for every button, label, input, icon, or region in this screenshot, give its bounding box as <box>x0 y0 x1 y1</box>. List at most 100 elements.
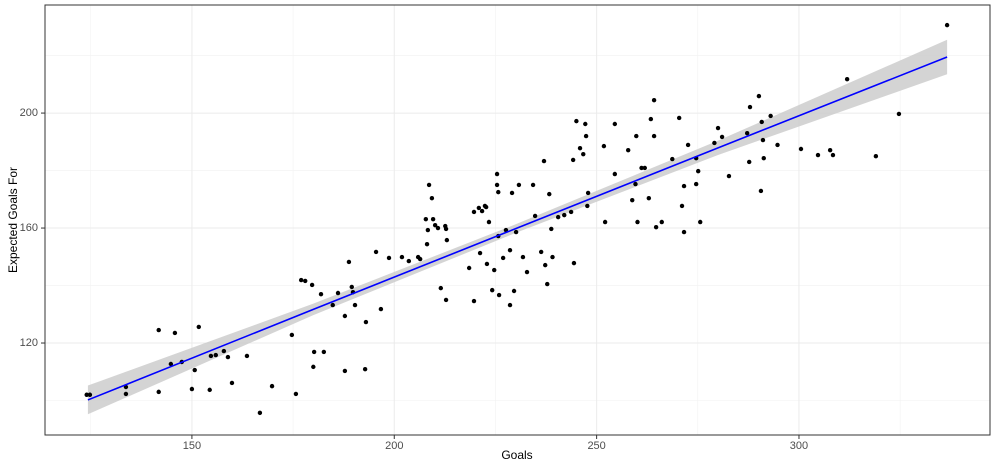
point <box>425 227 431 233</box>
point <box>676 115 682 121</box>
point <box>516 182 522 188</box>
point <box>342 368 348 374</box>
y-axis-label: Expected Goals For <box>6 167 20 273</box>
point <box>681 229 687 235</box>
point <box>530 182 536 188</box>
point <box>520 254 526 260</box>
point <box>798 146 804 152</box>
point <box>646 195 652 201</box>
point <box>896 111 902 117</box>
point <box>298 277 304 283</box>
point <box>373 249 379 255</box>
point <box>386 255 392 261</box>
point <box>492 267 497 273</box>
point <box>642 165 647 171</box>
point <box>417 256 423 262</box>
point <box>496 189 501 195</box>
point <box>612 171 618 177</box>
point <box>484 261 490 267</box>
point <box>406 258 412 264</box>
point <box>634 133 639 139</box>
point <box>651 97 657 103</box>
point <box>444 237 450 243</box>
point <box>583 121 588 127</box>
point <box>719 134 725 140</box>
point <box>693 181 699 187</box>
point <box>679 203 685 209</box>
point <box>633 181 638 187</box>
point <box>330 302 335 308</box>
point <box>541 158 547 164</box>
point <box>362 366 368 372</box>
point <box>653 224 659 230</box>
point <box>685 142 691 148</box>
point <box>309 282 315 288</box>
point <box>225 354 231 360</box>
point <box>378 306 384 312</box>
x-tick-label: 300 <box>790 440 808 452</box>
point <box>571 260 577 266</box>
point <box>648 116 654 122</box>
fit-line <box>87 56 948 401</box>
point <box>229 380 235 386</box>
point <box>712 140 717 146</box>
point <box>424 241 430 247</box>
point <box>747 104 753 110</box>
x-tick-label: 150 <box>183 440 201 452</box>
point <box>507 247 513 253</box>
point <box>172 330 178 336</box>
point <box>815 152 821 158</box>
point <box>538 249 544 255</box>
point <box>363 319 369 325</box>
point <box>318 291 324 297</box>
point <box>311 349 317 355</box>
point <box>349 284 354 290</box>
point <box>698 219 703 225</box>
point <box>830 152 836 158</box>
point <box>635 219 640 225</box>
point <box>844 76 850 82</box>
point <box>84 392 89 397</box>
point <box>759 119 764 125</box>
point <box>602 219 608 225</box>
x-tick-label: 200 <box>385 440 403 452</box>
x-tick-label: 250 <box>587 440 605 452</box>
point <box>477 250 483 256</box>
y-tick-label: 120 <box>20 337 38 349</box>
point <box>585 190 591 196</box>
point <box>335 290 341 296</box>
point <box>496 292 502 298</box>
point <box>756 93 762 99</box>
point <box>494 171 500 177</box>
point <box>352 302 358 308</box>
point <box>196 324 201 330</box>
point <box>944 22 950 28</box>
point <box>156 389 161 395</box>
point <box>570 157 576 163</box>
point <box>466 265 472 271</box>
point <box>269 383 275 389</box>
point <box>432 222 438 228</box>
point <box>483 204 489 210</box>
point <box>471 298 477 304</box>
y-tick-label: 160 <box>20 222 38 234</box>
point <box>524 269 530 275</box>
point <box>311 364 316 370</box>
y-tick-label: 200 <box>20 107 38 119</box>
point <box>494 182 500 188</box>
point <box>827 147 833 153</box>
point <box>189 386 195 392</box>
point <box>577 145 583 151</box>
point <box>744 130 750 136</box>
point <box>562 212 567 218</box>
point <box>639 165 644 171</box>
point <box>760 137 766 143</box>
point <box>547 191 552 197</box>
point <box>435 225 441 231</box>
point <box>486 219 492 225</box>
point <box>625 147 631 153</box>
point <box>507 302 513 308</box>
point <box>476 205 482 211</box>
